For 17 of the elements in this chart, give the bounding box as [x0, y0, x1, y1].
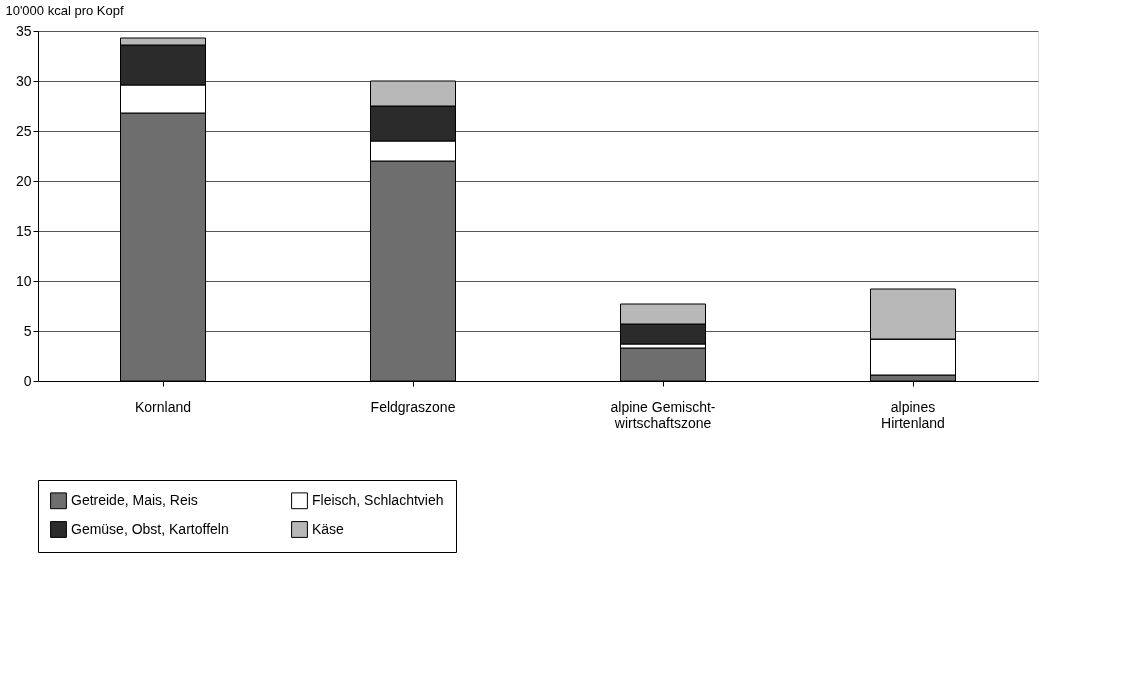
y-tick-label: 20: [15, 172, 32, 189]
legend-label: Fleisch, Schlachtvieh: [312, 491, 444, 508]
x-tick-label: Kornland: [134, 398, 192, 415]
y-tick-label: 10: [15, 272, 32, 289]
x-tick-label: alpines Hirtenland: [881, 398, 945, 431]
legend-label: Getreide, Mais, Reis: [71, 491, 198, 508]
y-tick-label: 5: [23, 322, 32, 339]
y-tick-label: 30: [15, 72, 32, 89]
y-tick-label: 0: [23, 372, 32, 389]
y-tick-label: 35: [15, 22, 32, 39]
legend-label: Gemüse, Obst, Kartoffeln: [71, 520, 229, 537]
legend-label: Käse: [312, 520, 345, 537]
y-tick-label: 25: [15, 122, 32, 139]
y-tick-label: 15: [15, 222, 32, 239]
x-tick-label: Feldgraszone: [370, 398, 456, 415]
x-tick-label: alpine Gemischt- wirtschaftszone: [610, 398, 716, 431]
y-axis-title: 10'000 kcal pro Kopf: [5, 3, 124, 18]
